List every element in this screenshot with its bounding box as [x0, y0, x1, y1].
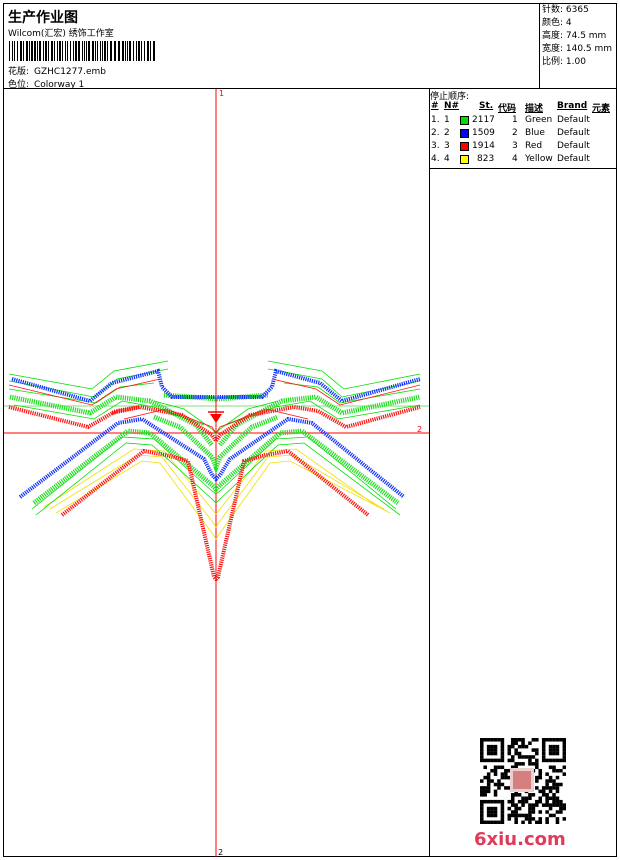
watermark-logo: 6xiu.com — [474, 829, 566, 850]
axis-label-right: 2 — [417, 425, 422, 434]
row-n: 2 — [444, 128, 450, 138]
row-code: 2 — [512, 128, 518, 138]
row-code: 3 — [512, 141, 518, 151]
design-stats: 针数: 6365 颜色: 4 高度: 74.5 mm 宽度: 140.5 mm … — [541, 4, 616, 69]
row-n: 4 — [444, 154, 450, 164]
qr-code — [480, 738, 566, 824]
red-outline-layer — [8, 378, 421, 434]
col-header-index: # — [431, 101, 439, 111]
row-index: 4. — [431, 154, 440, 164]
legend-row: 2. 2 1509 2 Blue Default — [430, 128, 617, 141]
design-width: 宽度: 140.5 mm — [542, 44, 613, 54]
row-index: 1. — [431, 115, 440, 125]
stitch-count: 针数: 6365 — [542, 5, 589, 15]
row-n: 1 — [444, 115, 450, 125]
row-stitches: 823 — [477, 154, 495, 164]
barcode — [9, 41, 155, 61]
axis-label-top: 1 — [219, 89, 224, 98]
row-brand: Default — [557, 115, 590, 125]
col-header-element: 元素 — [592, 104, 611, 114]
colorway: 色位: Colorway 1 — [8, 77, 84, 90]
col-header-n: N# — [444, 101, 460, 111]
legend-row: 1. 1 2117 1 Green Default — [430, 115, 617, 128]
design-value: GZHC1277.emb — [34, 67, 106, 77]
qr-logo-seal — [513, 771, 531, 789]
row-stitches: 1914 — [472, 141, 495, 151]
row-n: 3 — [444, 141, 450, 151]
axis-label-bottom: 2 — [218, 848, 223, 857]
red-satin-layer — [8, 404, 421, 582]
color-count: 颜色: 4 — [542, 18, 572, 28]
blue-swatch — [460, 129, 469, 138]
canvas-divider — [429, 88, 430, 857]
company-name: Wilcom(汇宏) 绣饰工作室 — [8, 29, 114, 39]
legend-title: 停止顺序: — [430, 92, 470, 102]
yellow-swatch — [460, 155, 469, 164]
header-info: 生产作业图 Wilcom(汇宏) 绣饰工作室 花版: GZHC1277.emb 色… — [4, 4, 540, 90]
yellow-stitch-layer — [43, 448, 391, 540]
row-stitches: 1509 — [472, 128, 495, 138]
green-satin-layer — [9, 392, 421, 505]
row-index: 2. — [431, 128, 440, 138]
row-index: 3. — [431, 141, 440, 151]
row-description: Blue — [525, 128, 545, 138]
header-divider — [4, 88, 617, 89]
row-description: Red — [525, 141, 543, 151]
start-marker — [208, 411, 224, 423]
red-swatch — [460, 142, 469, 151]
legend-row: 4. 4 823 4 Yellow Default — [430, 154, 617, 167]
design-file: 花版: GZHC1277.emb — [8, 64, 106, 77]
sheet-frame — [3, 3, 617, 857]
row-brand: Default — [557, 154, 590, 164]
row-stitches: 2117 — [472, 115, 495, 125]
colorway-label: 色位: — [8, 80, 30, 90]
design-scale: 比例: 1.00 — [542, 57, 586, 67]
legend-row: 3. 3 1914 3 Red Default — [430, 141, 617, 154]
row-code: 1 — [512, 115, 518, 125]
page-title: 生产作业图 — [8, 10, 78, 26]
green-swatch — [460, 116, 469, 125]
blue-satin-layer — [11, 368, 421, 499]
legend-divider — [429, 168, 617, 169]
colorway-value: Colorway 1 — [34, 80, 85, 90]
design-height: 高度: 74.5 mm — [542, 31, 607, 41]
row-code: 4 — [512, 154, 518, 164]
embroidery-design-canvas: 1 2 2 — [4, 89, 429, 857]
col-header-code: 代码 — [498, 104, 517, 114]
row-description: Green — [525, 115, 553, 125]
row-brand: Default — [557, 128, 590, 138]
col-header-description: 描述 — [525, 104, 544, 114]
design-label: 花版: — [8, 67, 30, 77]
row-brand: Default — [557, 141, 590, 151]
col-header-stitches: St. — [479, 101, 494, 111]
col-header-brand: Brand — [557, 101, 588, 111]
row-description: Yellow — [525, 154, 553, 164]
